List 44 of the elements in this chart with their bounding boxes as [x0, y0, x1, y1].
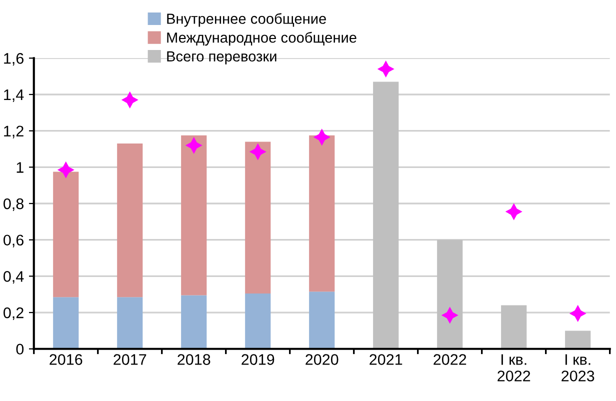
x-tick-label: 2017	[114, 354, 146, 365]
point	[313, 128, 330, 146]
bar	[437, 240, 463, 349]
y-tick-label: 1,2	[4, 126, 24, 138]
bar	[53, 297, 79, 349]
bar	[373, 82, 399, 349]
legend-label: Внутреннее сообщение	[167, 13, 326, 27]
point	[441, 306, 458, 324]
bar	[181, 135, 207, 296]
y-tick-label: 0,2	[4, 307, 24, 320]
x-tick-label: I кв. 2022	[498, 354, 530, 382]
bar	[181, 295, 207, 349]
y-tick-label: 0,6	[4, 234, 24, 248]
bar	[565, 330, 591, 349]
x-tick-label: 2020	[306, 354, 338, 365]
x-tick-label: 2021	[370, 354, 402, 365]
x-tick-label: 2016	[50, 354, 82, 365]
y-tick-label: 1	[16, 162, 24, 173]
bar	[309, 292, 335, 349]
bar	[117, 144, 143, 298]
x-tick-label: 2018	[178, 354, 210, 365]
bar	[309, 135, 335, 292]
bar	[245, 142, 271, 294]
x-tick-label: 2022	[434, 354, 466, 365]
legend-label: Международное сообщение	[167, 32, 356, 46]
y-tick-label: 0,4	[4, 271, 24, 284]
point	[57, 161, 74, 178]
y-tick-label: 0	[16, 344, 24, 355]
point	[185, 136, 202, 154]
x-tick-label: I кв. 2023	[562, 354, 594, 382]
bar	[501, 305, 527, 349]
point	[249, 143, 266, 160]
bar	[245, 293, 271, 349]
point	[569, 304, 586, 322]
bar	[117, 297, 143, 349]
legend-label: Всего перевозки	[167, 51, 276, 64]
y-tick-label: 0,8	[4, 198, 24, 211]
x-tick-label: 2019	[242, 354, 274, 365]
y-tick-label: 1,4	[4, 90, 24, 102]
bar	[53, 172, 79, 298]
point	[505, 203, 522, 220]
point	[377, 60, 394, 78]
point	[121, 91, 138, 108]
y-tick-label: 1,6	[4, 53, 24, 66]
